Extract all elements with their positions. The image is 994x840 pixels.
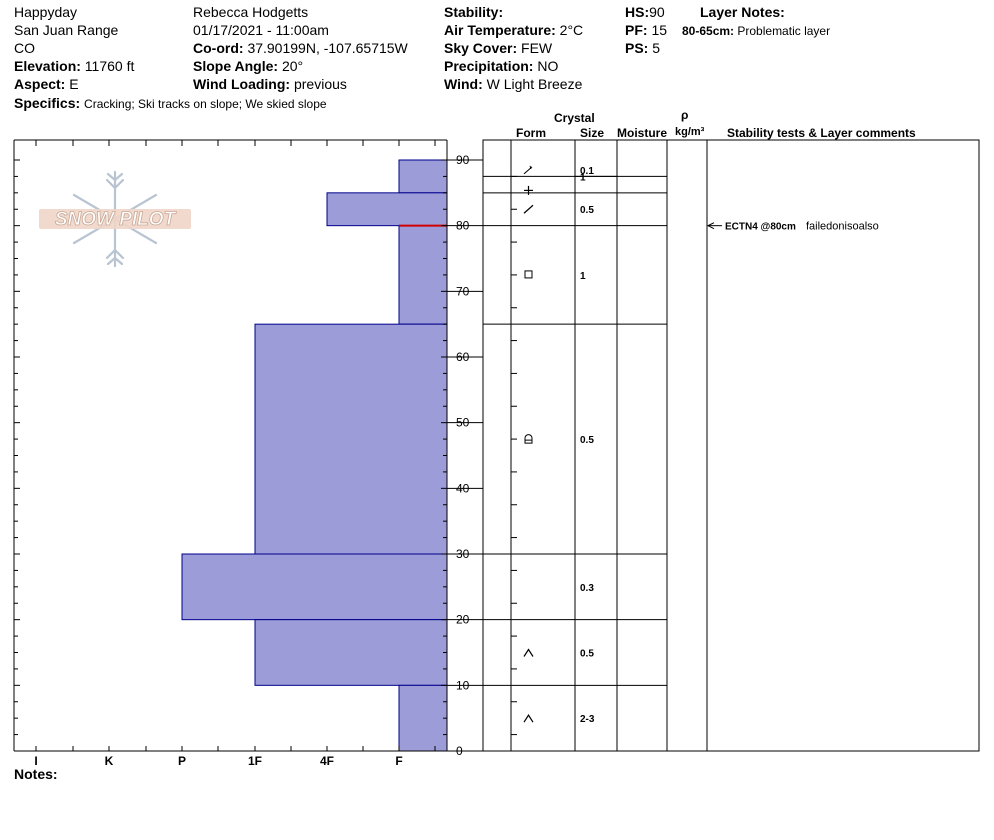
size-header: Size xyxy=(580,126,605,140)
air-temp-value: 2°C xyxy=(559,22,584,38)
slope-angle: Slope Angle: 20° xyxy=(193,57,303,75)
hardness-bar xyxy=(181,553,448,621)
decomposing-symbol-icon xyxy=(523,165,533,175)
wind-loading: Wind Loading: previous xyxy=(193,75,347,93)
elevation-value: 11760 ft xyxy=(84,58,135,74)
grain-size-label: 2-3 xyxy=(580,714,595,725)
new-snow-symbol-icon xyxy=(524,185,533,195)
depth-hoar-icon xyxy=(523,648,534,657)
slope-value: 20° xyxy=(281,58,304,74)
stability-label: Stability: xyxy=(444,4,504,20)
depth-hoar-icon xyxy=(523,714,534,723)
form-header: Form xyxy=(516,126,546,140)
grain-size-label: 0.5 xyxy=(580,435,594,446)
sky-label: Sky Cover: xyxy=(444,40,518,56)
grain-size-label: 0.5 xyxy=(580,205,594,216)
ps: PS: 5 xyxy=(625,39,660,57)
hardness-label: K xyxy=(105,754,114,768)
hardness-label: F xyxy=(395,754,402,768)
snowflake-icon: SNOW PILOT xyxy=(39,170,191,268)
hardness-bar xyxy=(254,619,448,686)
wind: Wind: W Light Breeze xyxy=(444,75,582,93)
hardness-bar xyxy=(398,159,448,194)
stability: Stability: xyxy=(444,3,503,21)
coord-label: Co-ord: xyxy=(193,40,244,56)
crystal-header: Crystal xyxy=(554,111,595,125)
layer-note: 80-65cm: Problematic layer xyxy=(682,22,830,40)
location: Happyday xyxy=(14,4,78,20)
wind-loading-label: Wind Loading: xyxy=(193,76,291,92)
hardness-bar xyxy=(398,684,448,752)
snowpilot-logo: SNOW PILOT xyxy=(36,170,194,268)
moisture-header: Moisture xyxy=(617,126,668,140)
specifics-label: Specifics: xyxy=(14,95,81,111)
grain-size-label: 0.1 xyxy=(580,166,594,177)
aspect-value: E xyxy=(69,76,79,92)
elevation-label: Elevation: xyxy=(14,58,81,74)
hardness-label: 1F xyxy=(248,754,262,768)
stability-test-comment: failedonisoalso xyxy=(806,221,879,233)
stability-header: Stability tests & Layer comments xyxy=(727,126,916,140)
wind-loading-value: previous xyxy=(293,76,347,92)
ps-label: PS: xyxy=(625,40,649,56)
state: CO xyxy=(14,40,35,56)
precipitation: Precipitation: NO xyxy=(444,57,558,75)
datetime: 01/17/2021 - 11:00am xyxy=(193,22,329,38)
pf-label: PF: xyxy=(625,22,648,38)
air-temperature: Air Temperature: 2°C xyxy=(444,21,583,39)
rounded-faceted-icon xyxy=(524,434,533,444)
pf: PF: 15 xyxy=(625,21,667,39)
hardness-label: 4F xyxy=(320,754,334,768)
wind-value: W Light Breeze xyxy=(486,76,583,92)
faceted-square-icon xyxy=(524,270,533,279)
logo-text: SNOW PILOT xyxy=(55,209,177,230)
ps-value: 5 xyxy=(652,40,661,56)
density-unit-header: kg/m³ xyxy=(675,126,705,138)
hardness-bar xyxy=(398,225,448,325)
stability-test-label: ECTN4 @80cm xyxy=(725,222,796,233)
layer-note-text: Problematic layer xyxy=(737,24,831,38)
aspect: Aspect: E xyxy=(14,75,79,93)
aspect-label: Aspect: xyxy=(14,76,66,92)
hs: HS:90 xyxy=(625,3,665,21)
layer-table-frame xyxy=(482,139,980,752)
stability-arrow-icon xyxy=(706,222,715,230)
grain-size-label: 0.5 xyxy=(580,648,594,659)
range: San Juan Range xyxy=(14,22,119,38)
layer-notes-label: Layer Notes: xyxy=(700,4,785,20)
hardness-label: I xyxy=(34,754,37,768)
coord: Co-ord: 37.90199N, -107.65715W xyxy=(193,39,408,57)
precip-label: Precipitation: xyxy=(444,58,534,74)
pf-value: 15 xyxy=(651,22,668,38)
hardness-bar xyxy=(326,192,448,227)
decomposing-stroke xyxy=(529,165,532,170)
grain-size-label: 0.3 xyxy=(580,583,594,594)
elevation: Elevation: 11760 ft xyxy=(14,57,134,75)
layer-note-range: 80-65cm: xyxy=(682,24,735,38)
grain-size-label: 1 xyxy=(580,271,586,282)
specifics-value: Cracking; Ski tracks on slope; We skied … xyxy=(84,97,327,111)
hardness-bar xyxy=(254,323,448,555)
hs-value: 90 xyxy=(649,4,665,20)
hardness-label: P xyxy=(178,754,186,768)
sky-cover: Sky Cover: FEW xyxy=(444,39,552,57)
precip-value: NO xyxy=(537,58,559,74)
observer: Rebecca Hodgetts xyxy=(193,4,309,20)
grain-size-label: 1 xyxy=(580,172,586,183)
coord-value: 37.90199N, -107.65715W xyxy=(247,40,408,56)
notes-label: Notes: xyxy=(14,766,58,782)
rho-header: ρ xyxy=(681,108,689,122)
hs-label: HS: xyxy=(625,4,650,20)
sky-value: FEW xyxy=(521,40,553,56)
slope-label: Slope Angle: xyxy=(193,58,279,74)
air-temp-label: Air Temperature: xyxy=(444,22,556,38)
decomposed-symbol-icon xyxy=(523,204,534,214)
specifics: Specifics: Cracking; Ski tracks on slope… xyxy=(14,94,327,113)
wind-label: Wind: xyxy=(444,76,483,92)
